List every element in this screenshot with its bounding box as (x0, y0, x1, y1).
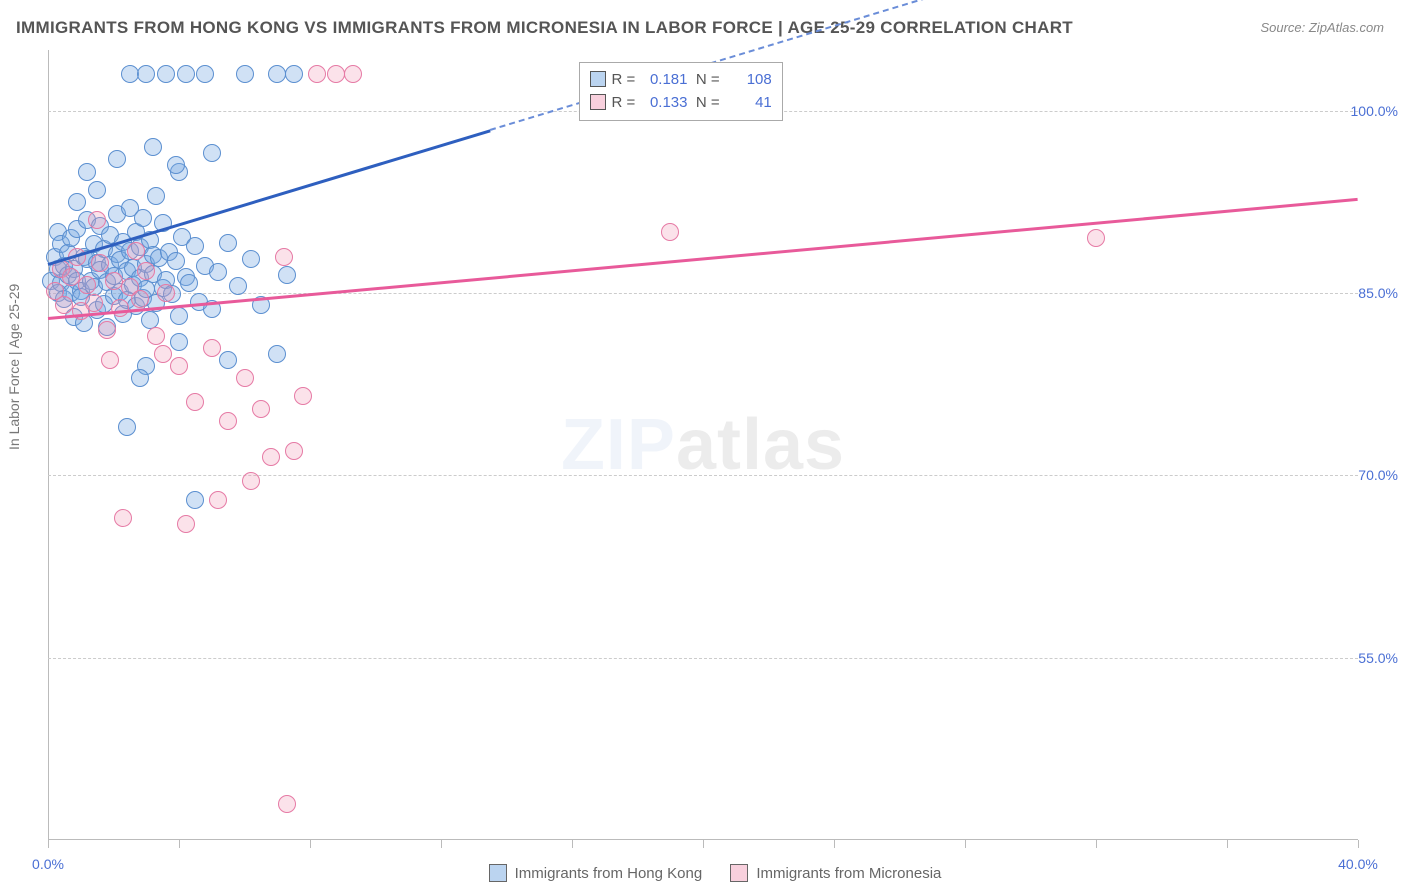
data-point (219, 234, 237, 252)
data-point (98, 321, 116, 339)
data-point (308, 65, 326, 83)
x-tick-mark (1096, 840, 1097, 848)
data-point (85, 294, 103, 312)
data-point (170, 357, 188, 375)
data-point (91, 254, 109, 272)
x-tick-mark (1358, 840, 1359, 848)
data-point (154, 345, 172, 363)
data-point (1087, 229, 1105, 247)
legend-label-mic: Immigrants from Micronesia (756, 865, 941, 882)
data-point (134, 209, 152, 227)
data-point (147, 187, 165, 205)
data-point (137, 65, 155, 83)
data-point (157, 284, 175, 302)
data-point (262, 448, 280, 466)
data-point (242, 472, 260, 490)
x-tick-mark (834, 840, 835, 848)
data-point (252, 400, 270, 418)
data-point (209, 491, 227, 509)
data-point (661, 223, 679, 241)
data-point (268, 65, 286, 83)
data-point (114, 509, 132, 527)
x-tick-mark (572, 840, 573, 848)
data-point (242, 250, 260, 268)
data-point (170, 333, 188, 351)
data-point (177, 65, 195, 83)
data-point (68, 193, 86, 211)
data-point (186, 491, 204, 509)
data-point (236, 65, 254, 83)
data-point (186, 237, 204, 255)
legend: Immigrants from Hong Kong Immigrants fro… (0, 864, 1406, 882)
data-point (275, 248, 293, 266)
data-point (219, 412, 237, 430)
scatter-plot: ZIPatlas 55.0%70.0%85.0%100.0%0.0%40.0%R… (48, 50, 1358, 840)
data-point (209, 263, 227, 281)
data-point (137, 262, 155, 280)
data-point (88, 211, 106, 229)
trend-line (48, 129, 491, 266)
chart-title: IMMIGRANTS FROM HONG KONG VS IMMIGRANTS … (16, 18, 1073, 38)
y-axis-line (48, 50, 49, 840)
data-point (285, 65, 303, 83)
y-tick-label: 85.0% (1358, 285, 1398, 301)
data-point (196, 65, 214, 83)
data-point (144, 138, 162, 156)
data-point (118, 418, 136, 436)
legend-swatch-mic (730, 864, 748, 882)
data-point (105, 272, 123, 290)
data-point (88, 181, 106, 199)
x-tick-mark (703, 840, 704, 848)
data-point (294, 387, 312, 405)
watermark: ZIPatlas (561, 404, 845, 486)
data-point (180, 274, 198, 292)
data-point (186, 393, 204, 411)
data-point (170, 307, 188, 325)
y-axis-label: In Labor Force | Age 25-29 (6, 284, 22, 450)
data-point (219, 351, 237, 369)
data-point (131, 290, 149, 308)
data-point (236, 369, 254, 387)
x-tick-mark (1227, 840, 1228, 848)
data-point (203, 339, 221, 357)
x-tick-mark (48, 840, 49, 848)
x-tick-mark (310, 840, 311, 848)
data-point (285, 442, 303, 460)
data-point (78, 163, 96, 181)
data-point (101, 351, 119, 369)
data-point (121, 65, 139, 83)
data-point (268, 345, 286, 363)
y-tick-label: 70.0% (1358, 467, 1398, 483)
data-point (157, 65, 175, 83)
data-point (62, 268, 80, 286)
data-point (177, 515, 195, 533)
x-tick-mark (441, 840, 442, 848)
data-point (278, 266, 296, 284)
data-point (127, 242, 145, 260)
y-tick-label: 100.0% (1351, 103, 1398, 119)
data-point (55, 296, 73, 314)
data-point (278, 795, 296, 813)
stats-box: R = 0.181 N = 108R = 0.133 N = 41 (579, 62, 783, 121)
legend-label-hk: Immigrants from Hong Kong (515, 865, 703, 882)
data-point (167, 156, 185, 174)
legend-swatch-hk (489, 864, 507, 882)
y-tick-label: 55.0% (1358, 650, 1398, 666)
data-point (344, 65, 362, 83)
x-tick-mark (179, 840, 180, 848)
data-point (229, 277, 247, 295)
gridline (48, 293, 1358, 294)
source-attribution: Source: ZipAtlas.com (1260, 20, 1384, 35)
data-point (131, 369, 149, 387)
data-point (108, 150, 126, 168)
x-tick-mark (965, 840, 966, 848)
data-point (147, 327, 165, 345)
data-point (78, 276, 96, 294)
gridline (48, 658, 1358, 659)
data-point (327, 65, 345, 83)
data-point (203, 144, 221, 162)
